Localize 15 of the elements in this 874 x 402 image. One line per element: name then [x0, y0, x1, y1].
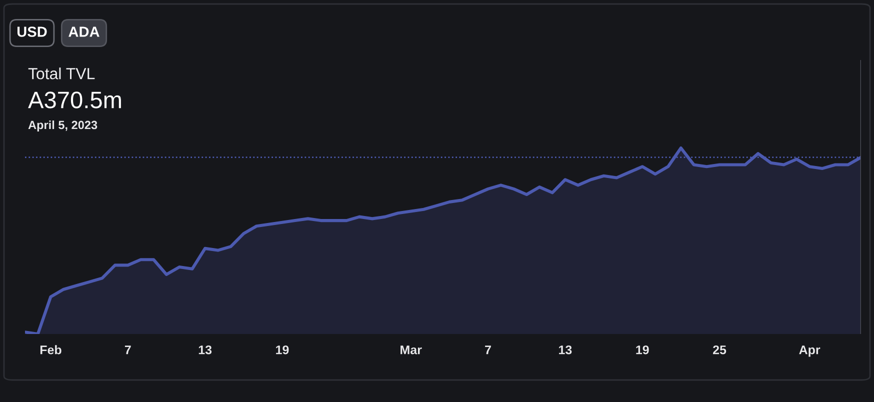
x-tick-label: 7: [124, 346, 131, 354]
x-tick-label: 13: [198, 345, 212, 354]
text: April 5, 2023: [28, 120, 98, 132]
x-tick-label: 19: [636, 345, 649, 354]
x-tick-label: Apr: [799, 346, 820, 357]
x-tick-label: 25: [713, 345, 726, 354]
text: USD: [17, 26, 47, 37]
chart-subtitle: A370.5m: [28, 92, 121, 108]
x-tick-label: 19: [276, 345, 289, 354]
x-tick-label: 7: [485, 346, 491, 354]
x-tick-label: Mar: [400, 346, 422, 354]
x-tick-label: Feb: [40, 345, 62, 354]
chart-title: Total TVL: [28, 68, 95, 80]
x-tick-label: 13: [559, 345, 572, 354]
text: ADA: [68, 26, 100, 37]
